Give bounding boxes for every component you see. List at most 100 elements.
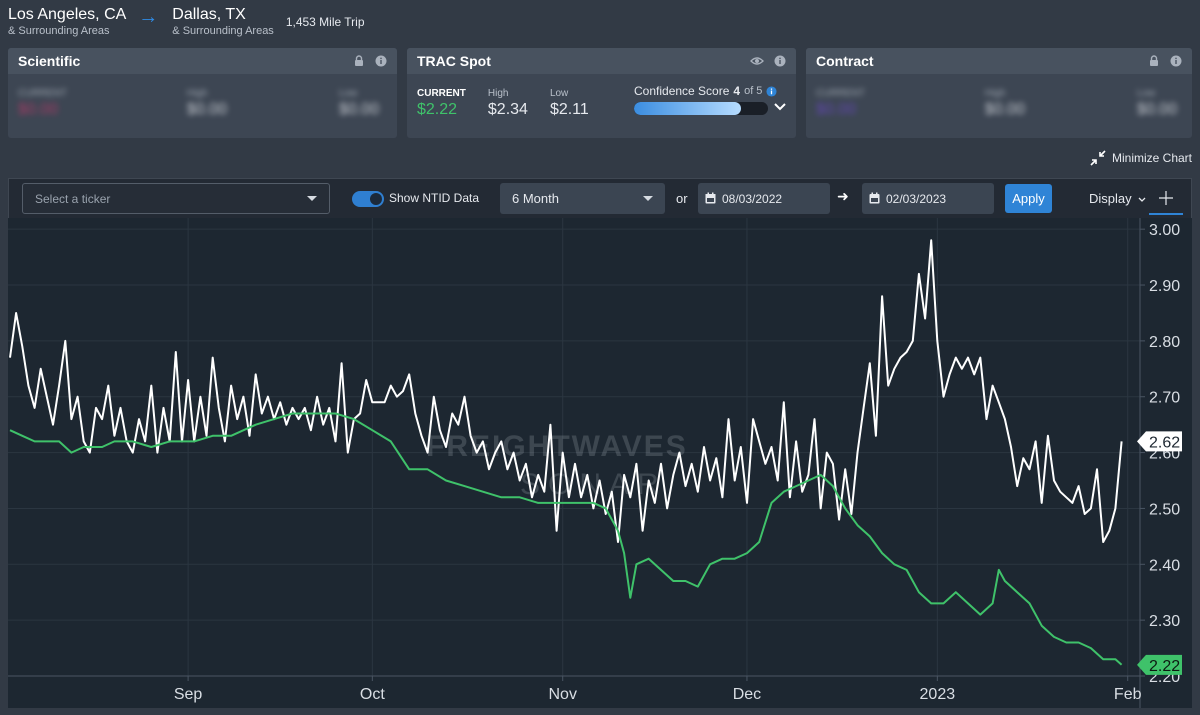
contract-current: CURRENT $0.00 (816, 88, 865, 120)
minimize-icon (1090, 150, 1106, 166)
scientific-card-header: Scientific (8, 48, 397, 74)
last-value-labels: 2.62 2.22 (1137, 431, 1182, 675)
high-label: High (186, 88, 208, 99)
calendar-icon (705, 192, 716, 204)
calendar-icon (869, 192, 880, 204)
high-value: $0.00 (186, 101, 227, 118)
y-tick-label: 2.90 (1149, 278, 1180, 295)
watermark-line1: FREIGHTWAVES (426, 430, 688, 463)
x-tick-label: Dec (733, 686, 761, 703)
display-label: Display (1089, 191, 1132, 206)
trac-card-header: TRAC Spot (407, 48, 796, 74)
info-icon[interactable] (1170, 55, 1182, 67)
x-axis-ticks: Sep Oct Nov Dec 2023 Feb (174, 676, 1142, 703)
chevron-down-icon (1138, 197, 1146, 202)
crosshair-tool-button[interactable] (1149, 185, 1183, 215)
destination: Dallas, TX & Surrounding Areas (172, 6, 274, 38)
or-label: or (676, 191, 688, 206)
lock-icon[interactable] (353, 55, 365, 67)
route-header: Los Angeles, CA & Surrounding Areas → Da… (8, 6, 365, 42)
ntid-toggle[interactable] (352, 191, 384, 207)
trac-spot-card: TRAC Spot CURRENT $2.22 High $2.34 Low $… (407, 48, 796, 138)
current-value: $0.00 (18, 101, 59, 118)
current-value: $2.22 (417, 101, 458, 118)
start-date-input[interactable]: 08/03/2022 (698, 183, 830, 214)
trac-low: Low $2.11 (550, 88, 589, 120)
trac-metrics: CURRENT $2.22 High $2.34 Low $2.11 Confi… (407, 74, 796, 120)
contract-low: Low $0.00 (1137, 88, 1177, 120)
low-label: Low (338, 88, 358, 99)
contract-high: High $0.00 (985, 88, 1025, 120)
scientific-card: Scientific CURRENT $0.00 High $0.00 Low … (8, 48, 397, 138)
trip-distance: 1,453 Mile Trip (285, 15, 365, 29)
confidence-score: Confidence Score 4 of 5 (634, 84, 786, 120)
grid-lines (8, 218, 1140, 677)
info-icon[interactable] (375, 55, 387, 67)
scientific-high: High $0.00 (187, 88, 227, 120)
high-label: High (984, 88, 1006, 99)
price-chart[interactable]: FREIGHTWAVES SONAR 3.002.902.802.702.602… (8, 218, 1192, 708)
caret-down-icon (643, 196, 653, 201)
scientific-title: Scientific (18, 53, 81, 69)
end-date-value: 02/03/2023 (886, 192, 947, 206)
current-label: CURRENT (417, 88, 466, 99)
contract-card-header: Contract (806, 48, 1192, 74)
watermark: FREIGHTWAVES SONAR (426, 430, 688, 501)
y-tick-label: 2.40 (1149, 557, 1180, 574)
chart-toolbar: Select a ticker Show NTID Data 6 Month o… (8, 178, 1192, 218)
series-line-1 (9, 239, 1123, 543)
lock-icon[interactable] (1148, 55, 1160, 67)
origin-sub: & Surrounding Areas (8, 25, 110, 37)
eye-icon[interactable] (750, 55, 764, 67)
toggle-knob (370, 193, 382, 205)
low-value: $0.00 (1136, 101, 1177, 118)
last-value-label-2: 2.22 (1137, 654, 1182, 675)
confidence-fill (634, 102, 742, 115)
period-select[interactable]: 6 Month (500, 183, 665, 214)
x-tick-label: Feb (1114, 686, 1142, 703)
y-tick-label: 2.30 (1149, 613, 1180, 630)
contract-metrics: CURRENT $0.00 High $0.00 Low $0.00 (806, 74, 1192, 120)
ticker-select[interactable]: Select a ticker (22, 183, 330, 214)
origin: Los Angeles, CA & Surrounding Areas (8, 6, 126, 38)
current-label: CURRENT (18, 88, 67, 99)
info-icon[interactable] (774, 55, 786, 67)
last-value-badge (1137, 654, 1182, 675)
last-value-text: 2.62 (1149, 434, 1180, 451)
x-tick-label: Oct (360, 686, 385, 703)
chevron-down-icon[interactable] (774, 102, 786, 111)
confidence-label: Confidence Score (634, 84, 730, 98)
trac-current: CURRENT $2.22 (417, 88, 466, 120)
y-tick-label: 3.00 (1149, 222, 1180, 239)
series-lines (9, 239, 1123, 666)
current-label: CURRENT (816, 88, 865, 99)
high-value: $0.00 (984, 101, 1025, 118)
confidence-value: 4 (733, 84, 741, 98)
destination-city: Dallas, TX (172, 6, 246, 23)
period-value: 6 Month (512, 191, 559, 206)
low-label: Low (1136, 88, 1156, 99)
caret-down-icon (307, 196, 317, 201)
arrow-right-icon: ➜ (837, 188, 849, 204)
apply-button[interactable]: Apply (1005, 184, 1052, 213)
last-value-label-1: 2.62 (1137, 431, 1182, 452)
arrow-right-icon: → (138, 6, 159, 28)
x-tick-label: 2023 (920, 686, 956, 703)
y-axis-ticks: 3.002.902.802.702.602.502.402.302.20 (1140, 222, 1180, 686)
trac-high: High $2.34 (488, 88, 528, 120)
end-date-input[interactable]: 02/03/2023 (862, 183, 994, 214)
confidence-bar (634, 102, 768, 115)
x-tick-label: Nov (548, 686, 576, 703)
last-value-text: 2.22 (1149, 658, 1180, 675)
chart-area[interactable]: FREIGHTWAVES SONAR 3.00 2.90 2.80 2.70 2.60 2… (8, 218, 1192, 708)
low-value: $0.00 (338, 101, 379, 118)
scientific-low: Low $0.00 (339, 88, 379, 120)
last-value-badge (1137, 431, 1182, 452)
info-icon[interactable] (766, 85, 777, 97)
minimize-label: Minimize Chart (1111, 151, 1192, 165)
series-line-2 (9, 412, 1123, 666)
y-tick-label: 2.50 (1149, 501, 1180, 518)
minimize-chart-button[interactable]: Minimize Chart (1090, 150, 1192, 166)
display-menu-button[interactable]: Display (1089, 191, 1146, 206)
y-tick-label: 2.70 (1149, 390, 1180, 407)
